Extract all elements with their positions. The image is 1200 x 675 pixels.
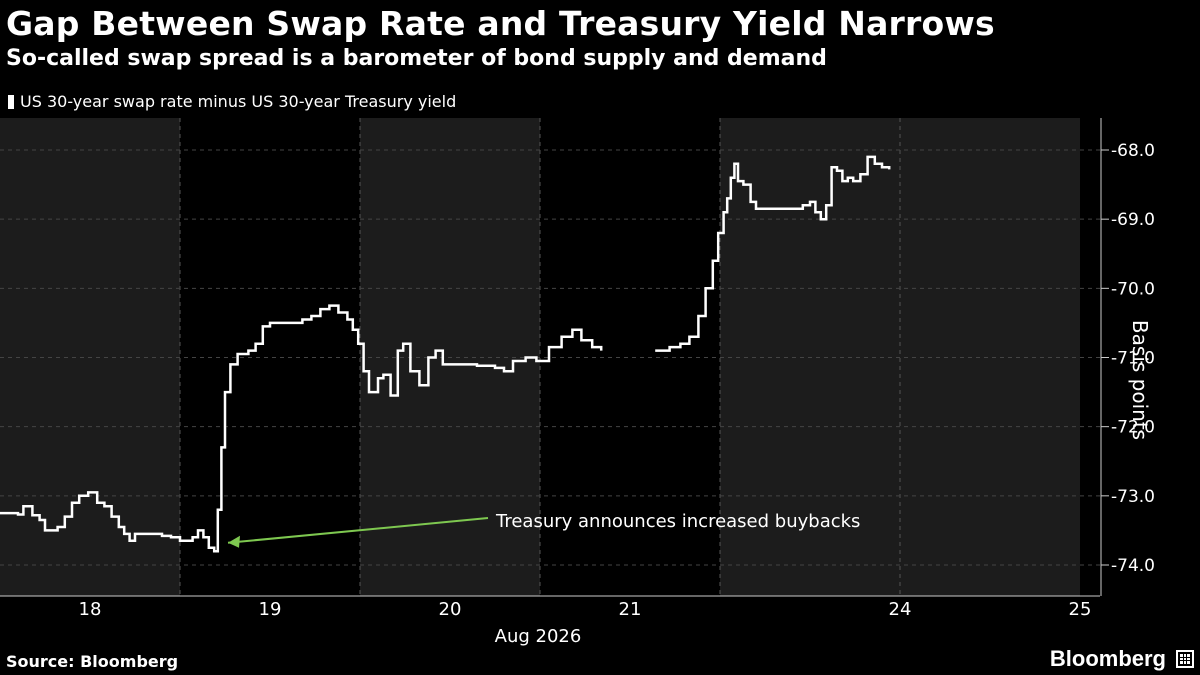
y-axis: -68.0 -69.0 -70.0 -71.0 -72.0 -73.0 -74.0	[1100, 118, 1155, 596]
x-tick-label: 20	[439, 599, 462, 620]
chart-title: Gap Between Swap Rate and Treasury Yield…	[6, 4, 995, 43]
y-tick-label: -73.0	[1111, 487, 1155, 507]
x-tick-label: 21	[619, 599, 642, 620]
series-line	[655, 155, 891, 352]
y-tick-label: -72.0	[1111, 418, 1155, 438]
legend-swatch	[8, 94, 14, 109]
legend: US 30-year swap rate minus US 30-year Tr…	[8, 92, 456, 111]
series-line	[0, 304, 603, 553]
chart-subtitle: So-called swap spread is a barometer of …	[6, 46, 827, 71]
y-tick-label: -68.0	[1111, 141, 1155, 161]
annotation-arrow	[227, 517, 489, 544]
shade-band-24	[900, 118, 1080, 596]
y-tick-label: -70.0	[1111, 279, 1155, 299]
annotation-arrowhead	[228, 535, 240, 548]
annotation-label: Treasury announces increased buybacks	[495, 511, 860, 532]
data-series	[0, 155, 891, 553]
y-tick-label: -69.0	[1111, 210, 1155, 230]
bloomberg-logo: Bloomberg	[1049, 646, 1166, 671]
y-axis-label: Basis points	[1128, 319, 1152, 441]
x-tick-label: 25	[1069, 599, 1092, 620]
y-tick-label: -74.0	[1111, 556, 1155, 576]
x-axis-label: Aug 2026	[495, 626, 582, 647]
annotations: Treasury announces increased buybacks	[227, 511, 860, 548]
source-note: Source: Bloomberg	[6, 652, 179, 671]
x-tick-label: 19	[259, 599, 282, 620]
x-tick-label: 18	[79, 599, 102, 620]
x-tick-label: 24	[889, 599, 912, 620]
bloomberg-terminal-icon	[1176, 650, 1194, 668]
legend-label: US 30-year swap rate minus US 30-year Tr…	[20, 92, 457, 111]
x-axis: 18 19 20 21 24 25 Aug 2026	[0, 595, 1100, 647]
y-tick-label: -71.0	[1111, 349, 1155, 369]
